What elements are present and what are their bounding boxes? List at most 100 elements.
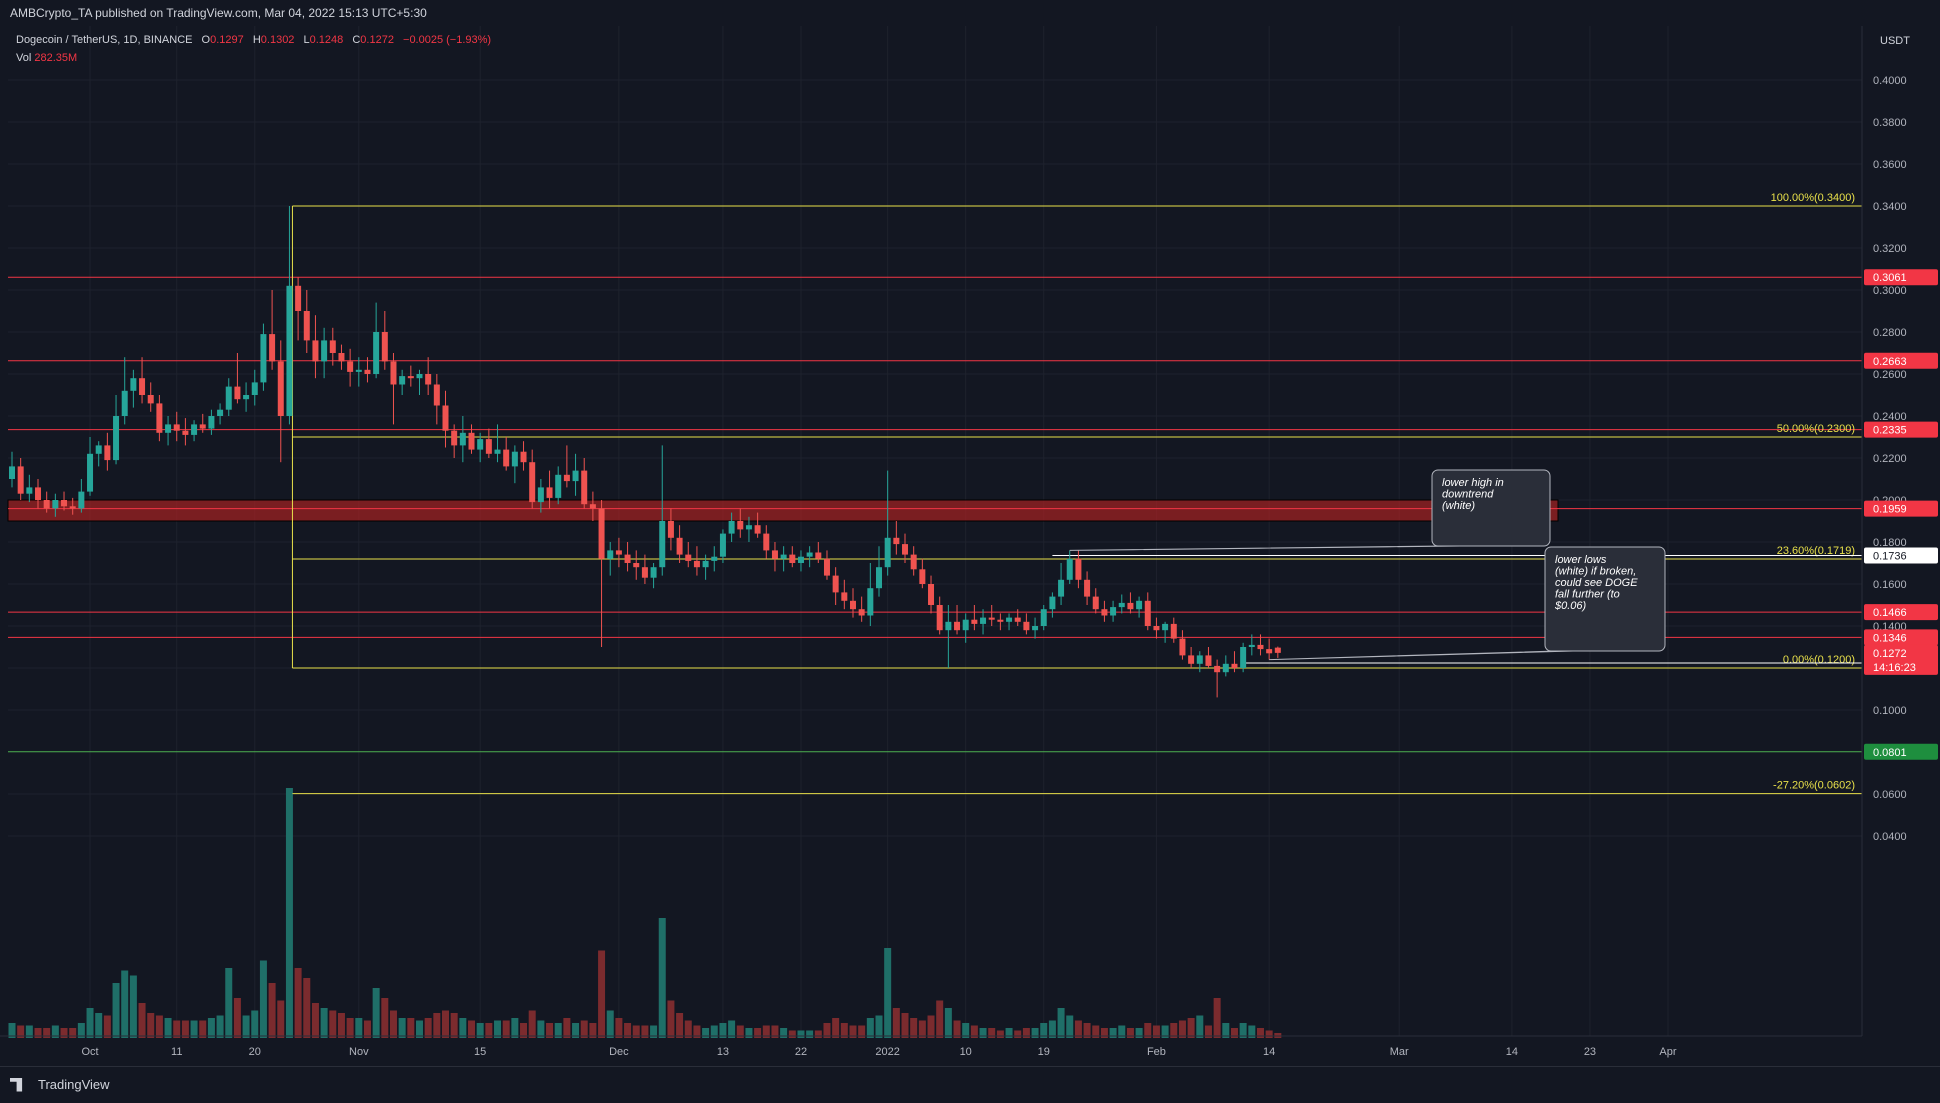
high-value: 0.1302 bbox=[260, 34, 295, 46]
candle-body bbox=[537, 487, 544, 503]
candle-body bbox=[841, 592, 848, 601]
volume-bar bbox=[1109, 1028, 1117, 1038]
y-tick-label: 0.3800 bbox=[1873, 117, 1907, 129]
candle-body bbox=[113, 416, 120, 461]
volume-bar bbox=[60, 1028, 68, 1038]
volume-bar bbox=[259, 960, 267, 1038]
candle-body bbox=[928, 584, 935, 605]
candle-body bbox=[832, 575, 839, 593]
candle-body bbox=[477, 439, 484, 450]
y-tick-label: 0.1000 bbox=[1873, 705, 1907, 717]
candle-body bbox=[156, 403, 163, 433]
x-tick-label: 19 bbox=[1038, 1046, 1050, 1058]
volume-bar bbox=[840, 1023, 848, 1038]
candle-body bbox=[1153, 626, 1160, 631]
tradingview-logo-icon bbox=[10, 1077, 23, 1092]
level-tag-bg bbox=[1864, 421, 1938, 438]
volume-bar bbox=[970, 1025, 978, 1038]
volume-bar bbox=[762, 1025, 770, 1038]
candle-body bbox=[26, 487, 33, 494]
volume-bar bbox=[858, 1025, 866, 1038]
candle-body bbox=[35, 487, 42, 500]
candle-body bbox=[1170, 623, 1177, 639]
volume-bar bbox=[1100, 1028, 1108, 1038]
candle-body bbox=[598, 508, 605, 559]
candle-body bbox=[919, 569, 926, 584]
candle-body bbox=[685, 554, 692, 561]
candle-body bbox=[399, 376, 406, 385]
candle-body bbox=[1205, 655, 1212, 666]
volume-bar bbox=[199, 1020, 207, 1038]
level-tag-bg bbox=[1864, 629, 1938, 646]
x-tick-label: 2022 bbox=[875, 1046, 899, 1058]
tradingview-logo[interactable]: TradingView bbox=[10, 1077, 110, 1092]
candle-body bbox=[1006, 617, 1013, 622]
candle-body bbox=[182, 430, 189, 435]
x-tick-label: 23 bbox=[1584, 1046, 1596, 1058]
volume-value: 282.35M bbox=[34, 52, 78, 64]
volume-bar bbox=[494, 1020, 502, 1038]
volume-bar bbox=[615, 1018, 623, 1038]
volume-bar bbox=[77, 1023, 85, 1038]
candle-body bbox=[17, 466, 24, 494]
footer-bar: TradingView bbox=[0, 1066, 1940, 1103]
volume-bar bbox=[277, 1000, 285, 1038]
candle-body bbox=[433, 384, 440, 406]
low-value: 0.1248 bbox=[309, 34, 344, 46]
last-price-label: 0.1272 bbox=[1873, 648, 1907, 660]
x-tick-label: Mar bbox=[1390, 1046, 1409, 1058]
volume-bar bbox=[719, 1023, 727, 1038]
candle-body bbox=[719, 533, 726, 557]
volume-bar bbox=[25, 1025, 33, 1038]
volume-bar bbox=[1083, 1023, 1091, 1038]
price-chart[interactable]: 100.00%(0.3400) 50.00%(0.2300) 23.60%(0.17… bbox=[0, 26, 1940, 1066]
level-tag: 0.2335 bbox=[1873, 425, 1907, 437]
open-value: 0.1297 bbox=[210, 34, 244, 46]
publisher-bar: AMBCrypto_TA published on TradingView.co… bbox=[0, 0, 1940, 26]
x-tick-label: Dec bbox=[609, 1046, 629, 1058]
candle-body bbox=[251, 382, 258, 395]
volume-bar bbox=[242, 1015, 250, 1038]
y-tick-label: 0.1800 bbox=[1873, 537, 1907, 549]
volume-bar bbox=[511, 1018, 519, 1038]
candle-body bbox=[945, 621, 952, 631]
candle-body bbox=[1049, 596, 1056, 610]
candle-body bbox=[43, 500, 50, 509]
price-axis-background bbox=[1862, 26, 1940, 1066]
candle-body bbox=[763, 533, 770, 551]
x-tick-label: 22 bbox=[795, 1046, 807, 1058]
candle-body bbox=[936, 605, 943, 631]
annotation-lower-high-text: (white) bbox=[1442, 500, 1475, 512]
candle-body bbox=[269, 334, 276, 362]
volume-bar bbox=[1256, 1028, 1264, 1038]
candle-body bbox=[1240, 647, 1247, 668]
candle-body bbox=[1058, 579, 1065, 597]
volume-label: Vol bbox=[16, 52, 32, 64]
volume-bar bbox=[363, 1020, 371, 1038]
candle-body bbox=[503, 449, 510, 467]
annotation-lower-lows-text: could see DOGE bbox=[1555, 577, 1638, 589]
candle-body bbox=[954, 621, 961, 631]
volume-bar bbox=[1057, 1008, 1065, 1038]
volume-legend: Vol 282.35M bbox=[16, 52, 77, 64]
candle-body bbox=[624, 554, 631, 563]
volume-bar bbox=[398, 1018, 406, 1038]
candle-body bbox=[217, 409, 224, 416]
volume-bar bbox=[121, 970, 129, 1038]
candle-body bbox=[659, 521, 666, 568]
level-tag: 0.1959 bbox=[1873, 504, 1907, 516]
candle-body bbox=[165, 424, 172, 433]
volume-bar bbox=[598, 950, 606, 1038]
volume-bar bbox=[572, 1023, 580, 1038]
candle-body bbox=[754, 525, 761, 534]
candle-body bbox=[485, 439, 492, 454]
volume-bar bbox=[1178, 1020, 1186, 1038]
volume-bar bbox=[927, 1015, 935, 1038]
candle-body bbox=[303, 311, 310, 341]
x-tick-label: Nov bbox=[349, 1046, 369, 1058]
candle-body bbox=[1231, 663, 1238, 668]
volume-bar bbox=[814, 1030, 822, 1038]
volume-bar bbox=[676, 1013, 684, 1038]
volume-bar bbox=[225, 968, 233, 1038]
level-tag-bg bbox=[1864, 604, 1938, 621]
